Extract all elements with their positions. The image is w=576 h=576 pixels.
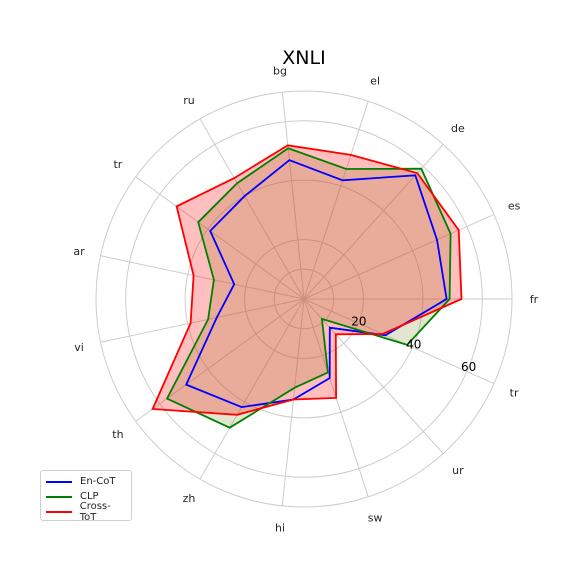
category-label: hi [275, 522, 285, 535]
legend-label: Cross-ToT [79, 500, 111, 523]
category-label: tr [510, 387, 519, 400]
grid-spoke [135, 176, 305, 300]
category-label: ar [73, 245, 85, 258]
category-label: bg [273, 64, 287, 77]
radar-grid [95, 90, 513, 508]
legend-label: CLP [80, 491, 99, 502]
legend-swatch [46, 510, 72, 513]
legend-label: En-CoT [80, 476, 116, 487]
legend: En-CoT CLP Cross-ToT [40, 470, 132, 523]
grid-spoke [303, 101, 369, 300]
category-label: de [451, 122, 465, 135]
category-label: fr [530, 293, 539, 306]
radial-tick-labels: 20 40 60 [351, 315, 476, 375]
grid-spoke [100, 255, 305, 300]
category-label: th [112, 428, 123, 441]
legend-item: Cross-ToT [46, 501, 126, 523]
series-fill-clp [167, 148, 451, 428]
category-label: zh [183, 492, 196, 505]
grid-spoke [303, 144, 444, 300]
grid-spoke [303, 298, 444, 454]
category-label: es [508, 200, 521, 213]
legend-item: CLP [46, 489, 126, 504]
chart-title: XNLI [282, 47, 325, 69]
series-line-en-cot [184, 159, 448, 409]
series-line-clp [165, 147, 452, 429]
category-labels: fr es de el bg ru tr ar vi th zh hi sw ur tr [73, 64, 538, 534]
category-label: vi [74, 341, 84, 354]
category-label: ru [183, 94, 195, 107]
category-label: el [370, 74, 380, 87]
grid-spoke [199, 298, 305, 480]
legend-swatch [46, 480, 72, 483]
grid-spoke [281, 92, 305, 300]
grid-spoke [199, 118, 305, 300]
radial-tick-label: 60 [461, 360, 476, 374]
grid-spoke [303, 213, 495, 300]
grid-spoke [281, 298, 305, 506]
category-label: ur [452, 464, 464, 477]
series-layer [151, 144, 463, 429]
legend-item: En-CoT [46, 474, 126, 489]
grid-spoke [100, 298, 305, 343]
series-fill-cross-tot [152, 145, 462, 415]
legend-swatch [46, 495, 72, 498]
series-line-cross-tot [151, 144, 463, 416]
category-label: tr [113, 158, 122, 171]
grid-spoke [135, 298, 305, 422]
grid-spoke [303, 298, 495, 385]
radial-tick-label: 20 [351, 315, 366, 329]
radial-tick-label: 40 [406, 338, 421, 352]
category-label: sw [368, 512, 383, 525]
